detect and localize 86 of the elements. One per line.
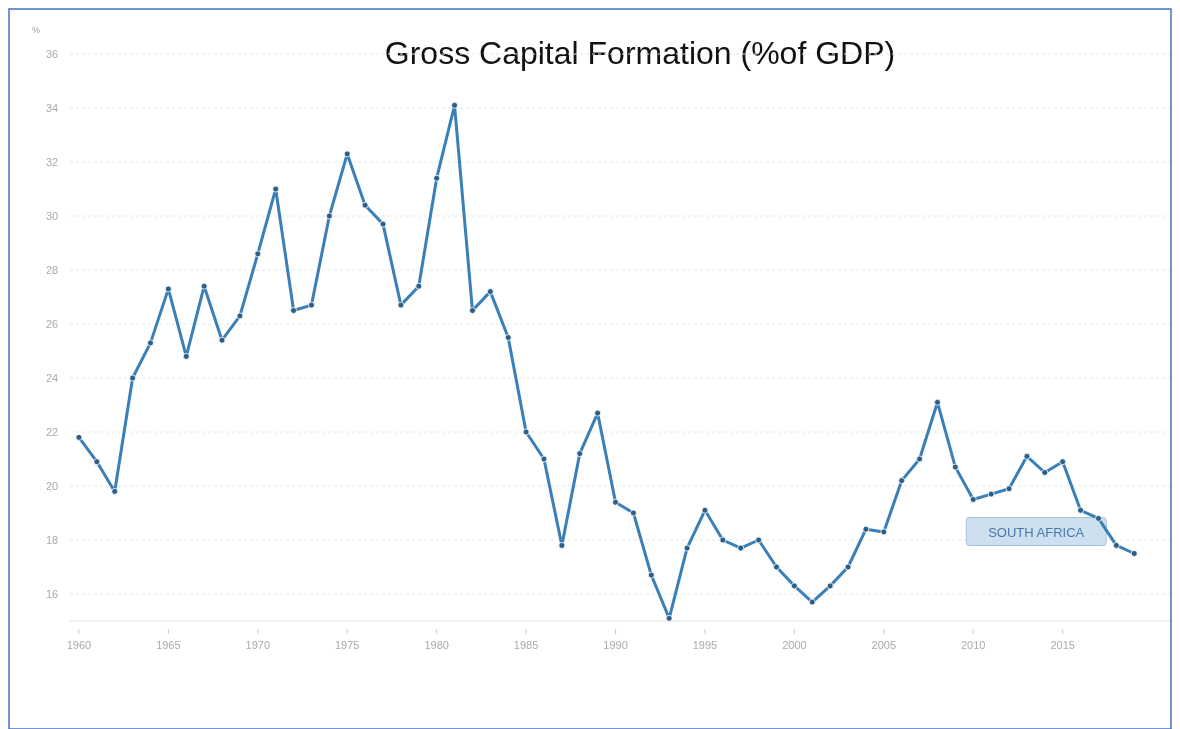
- y-tick-label: 20: [45, 480, 59, 492]
- y-tick-label: 18: [45, 534, 59, 546]
- point: [486, 288, 494, 295]
- point: [612, 498, 619, 506]
- point: [451, 101, 458, 109]
- point: [969, 496, 977, 503]
- x-tick-label: 1990: [603, 639, 628, 651]
- point: [719, 536, 727, 544]
- x-tick-label: 1975: [334, 639, 360, 651]
- point: [111, 488, 119, 495]
- point: [182, 353, 190, 360]
- point: [1112, 542, 1120, 549]
- point: [916, 455, 923, 463]
- y-tick-label: 16: [45, 588, 59, 600]
- point: [951, 463, 959, 471]
- point: [361, 201, 369, 209]
- x-tick-label: 1980: [424, 639, 449, 651]
- y-tick-label: 34: [45, 102, 59, 114]
- point: [790, 582, 798, 590]
- point: [826, 582, 834, 590]
- point: [75, 434, 83, 441]
- point: [647, 571, 655, 579]
- point: [844, 563, 852, 571]
- point: [504, 334, 512, 341]
- point: [1095, 515, 1102, 522]
- point: [469, 307, 476, 314]
- x-tick-label: 2010: [961, 639, 986, 651]
- y-tick-label: 28: [45, 264, 59, 276]
- y-tick-label: 32: [45, 156, 59, 168]
- point: [272, 185, 280, 193]
- y-tick-label: 26: [45, 318, 59, 330]
- point: [737, 544, 745, 552]
- point: [93, 458, 101, 466]
- point: [880, 528, 888, 536]
- point: [1041, 469, 1049, 476]
- point: [862, 525, 870, 533]
- point: [808, 598, 816, 606]
- point: [308, 301, 315, 309]
- y-axis-title: %: [32, 25, 41, 35]
- point: [522, 428, 530, 436]
- x-tick-label: 2000: [782, 639, 807, 651]
- chart-title: Gross Capital Formation (%of GDP): [384, 35, 896, 71]
- point: [433, 174, 441, 182]
- point: [898, 477, 906, 484]
- point: [164, 285, 172, 293]
- point: [594, 409, 602, 417]
- point: [701, 506, 709, 514]
- point: [290, 307, 297, 314]
- point: [683, 544, 691, 552]
- point: [200, 282, 208, 290]
- point: [397, 301, 405, 309]
- point: [218, 336, 226, 344]
- point: [665, 614, 673, 622]
- point: [576, 450, 584, 457]
- y-tick-label: 24: [45, 372, 59, 384]
- series-label: SOUTH AFRICA: [988, 524, 1085, 540]
- point: [147, 339, 154, 347]
- point: [1130, 550, 1138, 557]
- y-tick-label: 30: [45, 210, 59, 222]
- y-tick-label: 36: [45, 48, 59, 60]
- point: [934, 398, 941, 406]
- y-tick-label: 22: [45, 426, 59, 438]
- point: [755, 536, 763, 544]
- x-tick-label: 1995: [692, 639, 718, 651]
- point: [1005, 485, 1013, 493]
- x-tick-label: 2015: [1050, 639, 1075, 651]
- point: [236, 312, 244, 320]
- x-tick-label: 1960: [66, 639, 92, 651]
- point: [558, 542, 566, 549]
- point: [630, 509, 637, 517]
- point: [343, 150, 351, 158]
- point: [1077, 506, 1084, 514]
- point: [1023, 452, 1031, 460]
- point: [129, 374, 136, 382]
- x-tick-label: 1965: [156, 639, 181, 651]
- x-tick-label: 2005: [871, 639, 897, 651]
- x-tick-label: 1985: [513, 639, 539, 651]
- point: [325, 212, 333, 220]
- point: [540, 455, 548, 463]
- point: [415, 282, 423, 290]
- point: [254, 250, 262, 258]
- point: [987, 490, 995, 498]
- x-tick-label: 1970: [245, 639, 271, 651]
- point: [773, 563, 780, 571]
- point: [1059, 458, 1067, 466]
- point: [379, 220, 387, 228]
